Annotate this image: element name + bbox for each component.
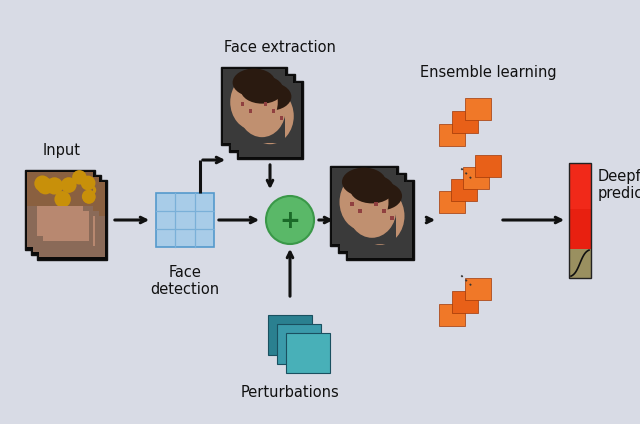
Bar: [439, 124, 465, 146]
Ellipse shape: [350, 175, 394, 204]
Bar: [451, 179, 477, 201]
Bar: [49, 216, 95, 246]
Circle shape: [86, 185, 96, 195]
Bar: [475, 155, 501, 177]
Bar: [39, 182, 105, 218]
Bar: [340, 175, 404, 251]
Bar: [350, 202, 354, 206]
Circle shape: [35, 176, 51, 192]
Bar: [358, 209, 362, 213]
Ellipse shape: [230, 74, 278, 130]
Bar: [465, 278, 491, 300]
Ellipse shape: [241, 75, 284, 103]
Bar: [249, 109, 252, 113]
Bar: [257, 116, 260, 120]
Bar: [465, 98, 491, 120]
Bar: [439, 304, 465, 326]
Bar: [239, 83, 301, 157]
Bar: [268, 315, 312, 355]
Bar: [39, 215, 105, 257]
Circle shape: [73, 184, 83, 193]
Ellipse shape: [246, 88, 294, 144]
Circle shape: [72, 170, 86, 184]
Bar: [33, 211, 99, 252]
Bar: [241, 102, 244, 106]
Bar: [31, 175, 101, 255]
Ellipse shape: [339, 173, 388, 231]
Text: Perturbations: Perturbations: [241, 385, 339, 400]
Bar: [382, 209, 386, 213]
Text: Face extraction: Face extraction: [224, 40, 336, 55]
Bar: [231, 76, 293, 150]
Bar: [223, 69, 285, 143]
Bar: [37, 206, 83, 237]
Ellipse shape: [238, 81, 285, 137]
Ellipse shape: [232, 69, 275, 97]
Bar: [286, 333, 330, 373]
Bar: [27, 172, 93, 212]
Circle shape: [76, 177, 93, 194]
Bar: [348, 182, 412, 258]
Bar: [277, 324, 321, 364]
Ellipse shape: [248, 83, 291, 111]
Circle shape: [37, 178, 54, 194]
Bar: [569, 162, 591, 277]
Bar: [237, 81, 303, 159]
Circle shape: [61, 177, 77, 193]
Bar: [569, 162, 591, 209]
Circle shape: [83, 191, 95, 204]
Text: Deepfake
prediction: Deepfake prediction: [598, 169, 640, 201]
Text: Ensemble learning: Ensemble learning: [420, 65, 556, 80]
Bar: [346, 180, 414, 260]
Bar: [569, 162, 591, 249]
Ellipse shape: [348, 180, 397, 238]
Text: Face
detection: Face detection: [150, 265, 220, 297]
Bar: [264, 102, 268, 106]
Bar: [156, 193, 214, 247]
Bar: [37, 180, 107, 260]
Bar: [43, 211, 89, 241]
Bar: [366, 216, 370, 220]
Text: +: +: [280, 209, 300, 233]
Ellipse shape: [358, 181, 402, 210]
Ellipse shape: [356, 187, 404, 245]
Circle shape: [266, 196, 314, 244]
Circle shape: [49, 179, 58, 187]
Ellipse shape: [342, 167, 386, 196]
Bar: [221, 67, 287, 145]
Text: Input: Input: [43, 143, 81, 158]
Bar: [439, 191, 465, 213]
Circle shape: [82, 190, 95, 203]
Bar: [27, 172, 93, 208]
Bar: [27, 206, 93, 247]
Text: ⋮: ⋮: [452, 263, 477, 287]
Bar: [25, 170, 95, 250]
Bar: [374, 202, 378, 206]
Bar: [569, 249, 591, 277]
Bar: [280, 116, 284, 120]
Bar: [272, 109, 275, 113]
Bar: [338, 173, 406, 253]
Bar: [39, 182, 105, 222]
Bar: [463, 167, 489, 189]
Circle shape: [54, 191, 71, 207]
Circle shape: [81, 176, 95, 190]
Circle shape: [57, 200, 72, 215]
Text: ⋮: ⋮: [452, 156, 477, 180]
Bar: [390, 216, 394, 220]
Bar: [33, 177, 99, 217]
Bar: [229, 74, 295, 152]
Bar: [332, 168, 396, 244]
Circle shape: [46, 177, 63, 195]
Bar: [452, 291, 478, 313]
Circle shape: [40, 199, 53, 213]
Bar: [452, 111, 478, 133]
Bar: [33, 177, 99, 213]
Bar: [330, 166, 398, 246]
